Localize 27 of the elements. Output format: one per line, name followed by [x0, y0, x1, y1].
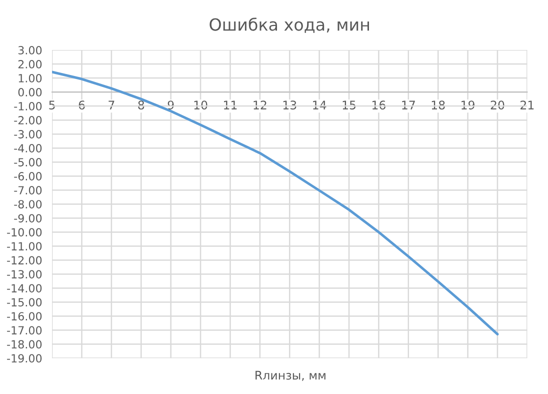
y-tick-label: -4.00	[14, 144, 42, 152]
y-tick-label: -1.00	[14, 102, 42, 110]
y-tick-label: -15.00	[7, 298, 42, 307]
y-tick-label: -8.00	[14, 200, 42, 208]
y-tick-label: -9.00	[14, 214, 42, 222]
y-tick-label: -14.00	[7, 284, 42, 292]
x-tick-label: 5	[49, 100, 55, 110]
y-tick-label: 1.00	[18, 74, 42, 82]
y-tick-label: -19.00	[7, 354, 42, 363]
y-tick-label: 0.00	[18, 88, 42, 96]
x-axis-title: Rлинзы, мм	[256, 370, 326, 381]
y-tick-label: -3.00	[14, 130, 42, 138]
x-tick-label: 21	[520, 100, 534, 110]
y-tick-label: -6.00	[14, 172, 42, 180]
y-tick-label: -13.00	[7, 270, 42, 278]
y-tick-label: -11.00	[7, 242, 42, 250]
y-tick-label: 2.00	[18, 60, 42, 68]
y-tick-label: -2.00	[14, 116, 42, 124]
y-tick-label: -5.00	[14, 158, 42, 166]
y-tick-label: -16.00	[7, 312, 42, 321]
y-tick-label: 3.00	[18, 46, 42, 54]
chart-title: Ошибка хода, мин	[210, 18, 369, 33]
y-tick-label: -10.00	[7, 228, 42, 236]
y-tick-label: -17.00	[7, 326, 42, 335]
y-tick-label: -18.00	[7, 340, 42, 349]
y-tick-label: -12.00	[7, 256, 42, 264]
y-tick-label: -7.00	[14, 186, 42, 194]
